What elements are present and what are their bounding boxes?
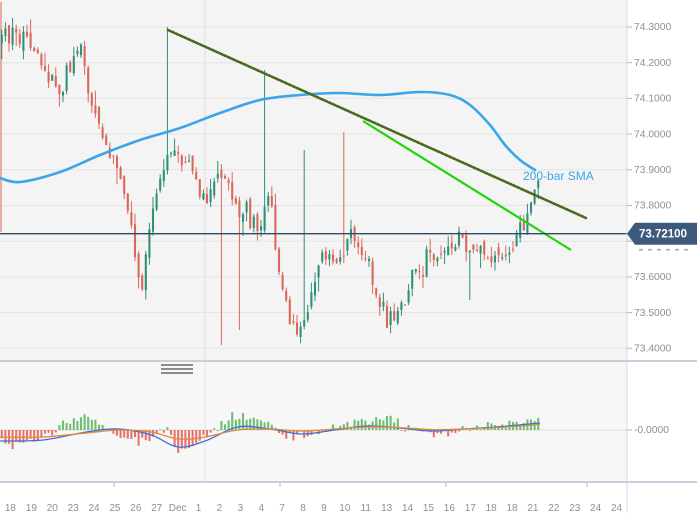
svg-text:24: 24 [88,503,100,513]
svg-text:73.9000: 73.9000 [634,165,671,176]
svg-text:27: 27 [151,503,163,513]
svg-text:74.1000: 74.1000 [634,94,671,105]
svg-text:200-bar SMA: 200-bar SMA [523,169,594,183]
svg-text:25: 25 [109,503,121,513]
svg-text:24: 24 [611,503,623,513]
svg-text:15: 15 [423,503,435,513]
svg-text:74.0000: 74.0000 [634,129,671,140]
svg-text:11: 11 [361,503,372,513]
svg-text:73.72100: 73.72100 [639,229,687,241]
svg-text:18: 18 [5,503,17,513]
svg-text:-0.0000: -0.0000 [634,425,669,436]
svg-text:10: 10 [339,503,351,513]
svg-text:8: 8 [300,503,306,513]
svg-text:26: 26 [130,503,142,513]
svg-text:7: 7 [279,503,285,513]
svg-text:18: 18 [506,503,518,513]
svg-text:73.5000: 73.5000 [634,308,671,319]
svg-text:14: 14 [402,503,414,513]
svg-text:23: 23 [68,503,80,513]
svg-text:20: 20 [47,503,59,513]
svg-text:18: 18 [486,503,498,513]
svg-text:1: 1 [196,503,202,513]
svg-text:19: 19 [26,503,38,513]
svg-text:23: 23 [569,503,581,513]
svg-text:22: 22 [548,503,560,513]
svg-text:2: 2 [217,503,223,513]
svg-text:17: 17 [465,503,477,513]
svg-text:16: 16 [444,503,456,513]
svg-text:73.4000: 73.4000 [634,344,671,355]
svg-text:73.6000: 73.6000 [634,272,671,283]
svg-text:3: 3 [238,503,244,513]
svg-text:21: 21 [527,503,539,513]
svg-text:24: 24 [590,503,602,513]
svg-text:Dec: Dec [169,503,187,513]
svg-text:9: 9 [321,503,327,513]
svg-text:74.3000: 74.3000 [634,22,671,33]
svg-text:13: 13 [381,503,393,513]
svg-text:74.2000: 74.2000 [634,58,671,69]
svg-text:73.8000: 73.8000 [634,201,671,212]
svg-text:4: 4 [258,503,264,513]
